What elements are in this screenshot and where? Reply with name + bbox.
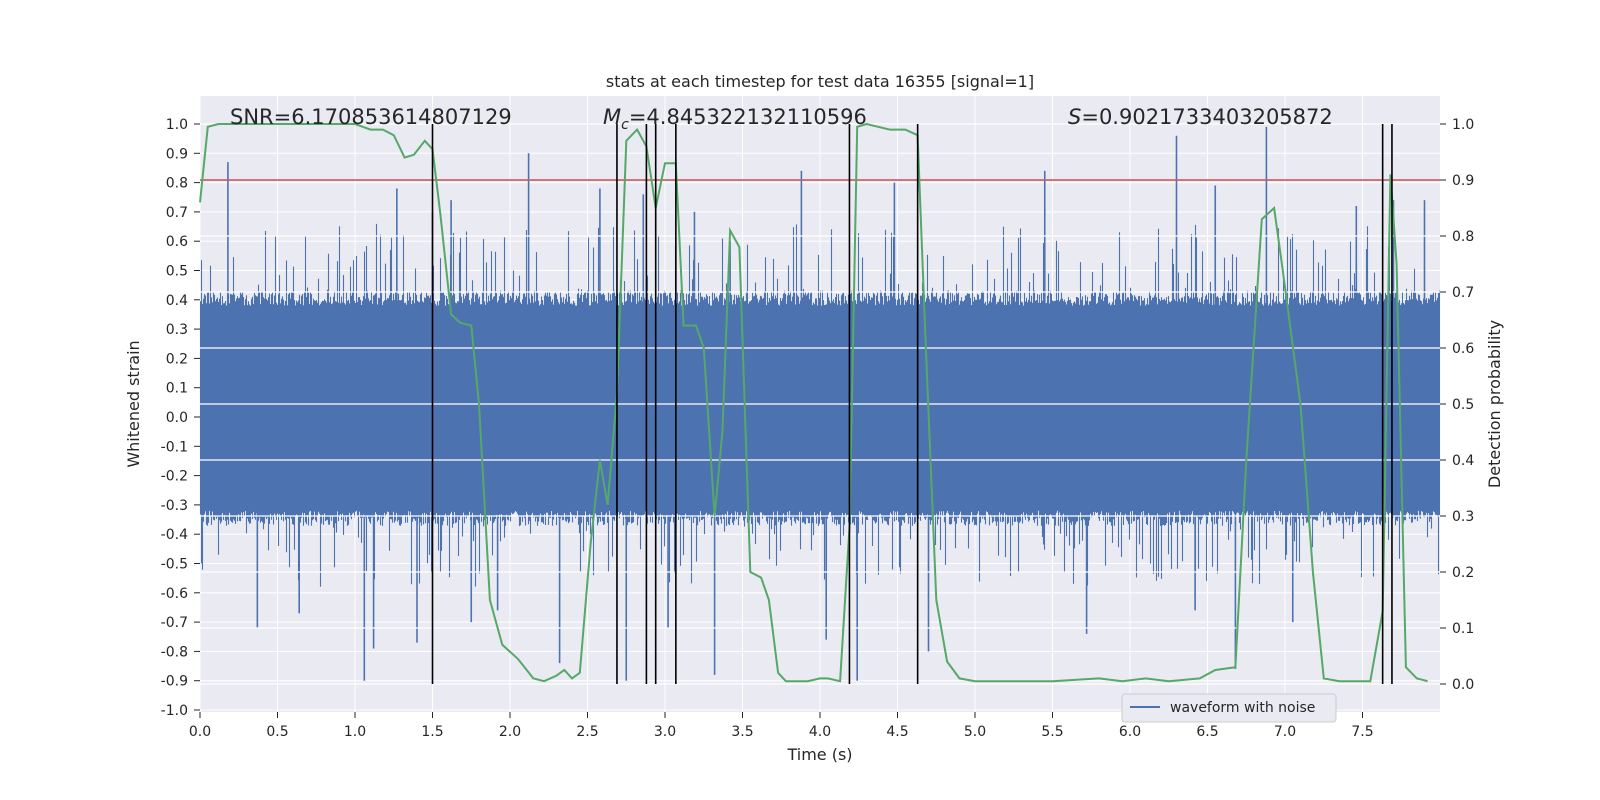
x-tick-label: 6.0 [1119, 724, 1141, 740]
legend-box [1121, 693, 1337, 723]
y2-tick-label: 0.6 [1452, 341, 1474, 357]
legend: waveform with noise [1121, 693, 1337, 723]
y-tick-label: -0.2 [161, 469, 188, 485]
y-tick-label: 0.8 [166, 176, 188, 192]
x-tick-label: 4.5 [886, 724, 908, 740]
snr-annotation: SNR=6.170853614807129 [230, 105, 512, 129]
y-tick-label: -0.7 [161, 615, 188, 631]
y-tick-label: 0.1 [166, 381, 188, 397]
x-tick-label: 3.0 [654, 724, 676, 740]
x-tick-label: 4.0 [809, 724, 831, 740]
y2-tick-label: 0.7 [1452, 285, 1474, 301]
y-tick-label: -0.5 [161, 557, 188, 573]
y-tick-label: -1.0 [161, 703, 188, 719]
y2-tick-label: 1.0 [1452, 117, 1474, 133]
detection-probability-line [199, 122, 1428, 683]
y-tick-label: 0.2 [166, 351, 188, 367]
y-tick-label: 0.5 [166, 264, 188, 280]
y-tick-label: 0.0 [166, 410, 188, 426]
s-annotation: S=0.9021733403205872 [1068, 105, 1333, 129]
x-tick-label: 7.0 [1274, 724, 1296, 740]
y2-tick-label: 0.5 [1452, 397, 1474, 413]
x-tick-label: 0.5 [266, 724, 288, 740]
y-tick-label: -0.3 [161, 498, 188, 514]
strain-series [199, 126, 1441, 681]
x-tick-label: 0.0 [189, 724, 211, 740]
axis-ticks: 1.0 0.9 0.8 0.7 0.6 0.5 0.4 0.3 0.2 0.1 0.0 -0.1 -0.… [161, 117, 1475, 740]
y2-tick-label: 0.8 [1452, 229, 1474, 245]
y-tick-label: 0.6 [166, 234, 188, 250]
y-tick-label: -0.6 [161, 586, 188, 602]
x-tick-label: 7.5 [1351, 724, 1373, 740]
y-tick-label: 0.4 [166, 293, 188, 309]
y2-tick-label: 0.3 [1452, 509, 1474, 525]
x-tick-label: 1.5 [421, 724, 443, 740]
y2-tick-label: 0.4 [1452, 453, 1474, 469]
y-tick-label: 1.0 [166, 117, 188, 133]
x-tick-label: 2.5 [576, 724, 598, 740]
x-axis-label: Time (s) [786, 745, 852, 764]
y-tick-label: -0.8 [161, 644, 188, 660]
y2-axis-label: Detection probability [1485, 320, 1504, 488]
x-tick-label: 1.0 [344, 724, 366, 740]
y-tick-label: -0.4 [161, 527, 188, 543]
y-tick-label: 0.7 [166, 205, 188, 221]
x-tick-label: 3.5 [731, 724, 753, 740]
legend-label: waveform with noise [1170, 700, 1315, 716]
chart-title: stats at each timestep for test data 163… [606, 72, 1034, 91]
probability-series [199, 122, 1440, 683]
vertical-markers [431, 124, 1393, 684]
x-tick-label: 6.5 [1196, 724, 1218, 740]
y2-tick-label: 0.0 [1452, 677, 1474, 693]
chirp-mass-annotation: Mc=4.845322132110596 [603, 105, 867, 133]
y-tick-label: -0.1 [161, 439, 188, 455]
x-tick-label: 5.5 [1041, 724, 1063, 740]
y-axis-label: Whitened strain [124, 340, 143, 467]
y2-tick-label: 0.2 [1452, 565, 1474, 581]
strain-dense-band [200, 334, 1440, 482]
y-tick-label: -0.9 [161, 674, 188, 690]
y2-tick-label: 0.1 [1452, 621, 1474, 637]
y-tick-label: 0.9 [166, 146, 188, 162]
y2-tick-label: 0.9 [1452, 173, 1474, 189]
x-tick-label: 5.0 [964, 724, 986, 740]
y-tick-label: 0.3 [166, 322, 188, 338]
x-tick-label: 2.0 [499, 724, 521, 740]
